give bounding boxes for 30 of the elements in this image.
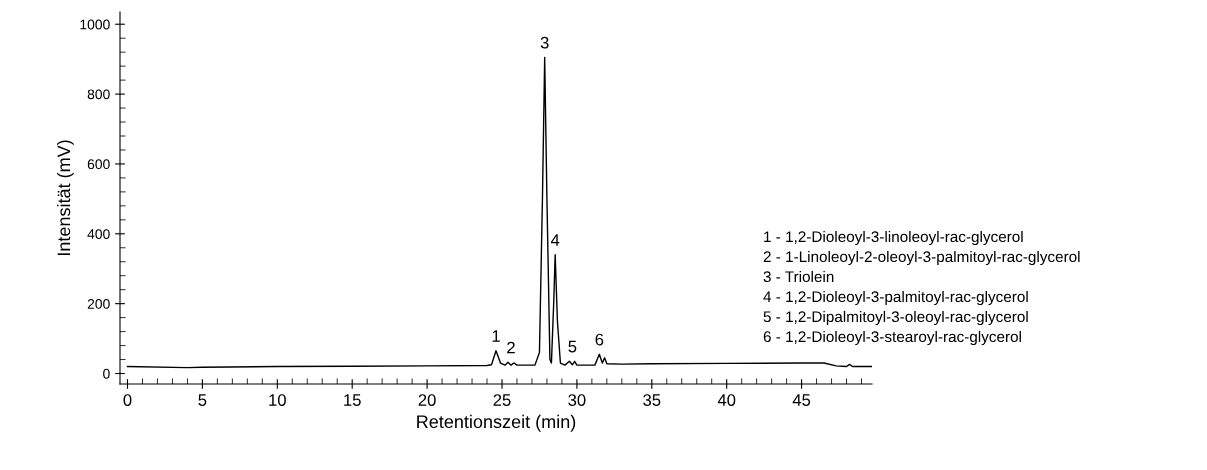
x-tick-label: 5 bbox=[198, 394, 207, 406]
annotation: 4 bbox=[550, 234, 560, 246]
y-tick-label: 400 bbox=[87, 229, 110, 239]
y-tick-label: 800 bbox=[87, 89, 110, 100]
x-tick-label: 30 bbox=[568, 394, 586, 406]
annotation: 3 - Triolein bbox=[763, 270, 834, 283]
x-tick-label: 15 bbox=[344, 394, 361, 406]
annotation: 2 - 1-Linoleoyl-2-oleoyl-3-palmitoyl-rac-glycerol bbox=[763, 250, 1080, 266]
x-tick-label: 20 bbox=[418, 394, 436, 406]
annotation: 5 bbox=[568, 340, 577, 353]
annotation: 4 - 1,2-Dioleoyl-3-palmitoyl-rac-glycerol bbox=[763, 290, 1028, 306]
x-tick-label: 10 bbox=[269, 394, 286, 406]
x-tick-label: 40 bbox=[717, 394, 736, 406]
y-tick-label: 600 bbox=[87, 159, 110, 170]
x-tick-label: 0 bbox=[123, 394, 132, 406]
annotation: 6 - 1,2-Dioleoyl-3-stearoyl-rac-glycerol bbox=[763, 330, 1021, 346]
annotation: 2 bbox=[507, 341, 515, 354]
x-axis-title: Retentionszeit (min) bbox=[417, 414, 576, 432]
annotation: 1 bbox=[492, 330, 500, 342]
annotation: 3 bbox=[540, 36, 549, 49]
y-tick-label: 200 bbox=[87, 299, 110, 309]
annotation: 5 - 1,2-Dipalmitoyl-3-oleoyl-rac-glycerol bbox=[763, 310, 1028, 326]
x-tick-label: 45 bbox=[792, 394, 811, 406]
y-tick-label: 0 bbox=[103, 368, 110, 379]
annotation: 6 bbox=[595, 333, 604, 346]
x-tick-label: 35 bbox=[643, 394, 661, 406]
y-axis-title: Intensität (mV) bbox=[57, 140, 74, 256]
y-tick-label: 1000 bbox=[80, 19, 110, 30]
x-tick-label: 25 bbox=[493, 394, 511, 406]
annotation: 1 - 1,2-Dioleoyl-3-linoleoyl-rac-glycerol bbox=[764, 230, 1023, 246]
